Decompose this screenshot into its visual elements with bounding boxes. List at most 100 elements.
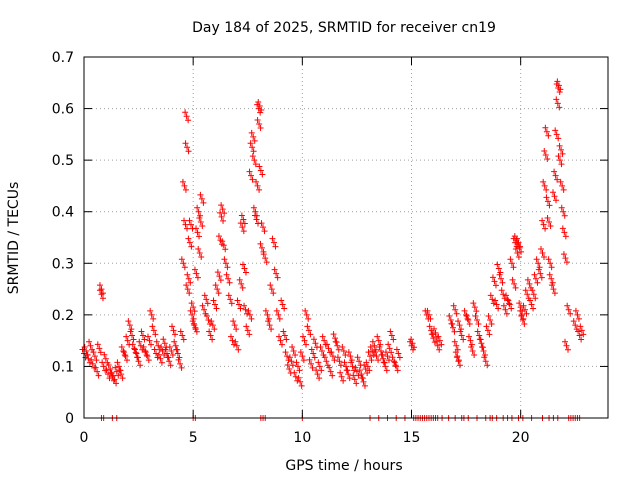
data-point	[544, 198, 551, 205]
data-point	[498, 287, 505, 294]
data-point	[366, 367, 373, 374]
data-point	[365, 349, 372, 356]
data-point	[190, 320, 197, 327]
data-point	[126, 322, 133, 329]
data-point	[502, 306, 509, 313]
data-point	[184, 286, 191, 293]
data-point	[555, 82, 562, 89]
data-point	[256, 186, 263, 193]
data-point	[186, 217, 193, 224]
data-point	[153, 350, 160, 357]
data-point	[384, 353, 391, 360]
data-point	[184, 144, 191, 151]
data-point	[159, 347, 166, 354]
data-point	[506, 300, 513, 307]
data-point	[103, 367, 110, 374]
data-point	[465, 317, 472, 324]
data-point	[556, 104, 563, 111]
data-point	[238, 280, 245, 287]
data-point	[241, 302, 248, 309]
data-point	[545, 256, 552, 263]
data-point	[297, 349, 304, 356]
data-point	[268, 326, 275, 333]
data-point	[360, 378, 367, 385]
data-point	[279, 341, 285, 348]
data-point	[460, 336, 467, 343]
data-point	[114, 359, 121, 366]
data-point	[227, 296, 234, 303]
data-point	[305, 327, 312, 334]
data-point	[343, 363, 349, 370]
y-tick-label: 0.5	[52, 153, 74, 169]
data-point	[468, 343, 475, 350]
data-point	[125, 318, 132, 325]
data-point	[456, 362, 463, 369]
data-point	[86, 338, 93, 345]
data-point	[507, 256, 514, 263]
data-point	[150, 315, 157, 322]
data-point	[140, 343, 147, 350]
data-point	[563, 259, 570, 266]
data-point	[144, 353, 151, 360]
data-point	[179, 178, 186, 185]
data-point	[531, 271, 538, 278]
data-point	[113, 380, 120, 387]
data-point	[263, 259, 270, 266]
data-point	[580, 331, 587, 338]
data-point	[528, 301, 535, 308]
data-point	[279, 301, 286, 308]
data-point	[552, 172, 559, 179]
data-point	[256, 163, 263, 170]
data-point	[305, 315, 312, 322]
data-point	[172, 342, 179, 349]
data-point	[255, 98, 262, 105]
data-point	[242, 306, 249, 313]
data-point	[172, 331, 179, 338]
data-point	[349, 363, 356, 370]
data-point	[185, 148, 192, 155]
data-point	[352, 364, 359, 371]
data-point	[553, 96, 560, 103]
data-point	[238, 212, 245, 219]
data-point	[548, 264, 555, 271]
data-point	[212, 282, 219, 289]
data-point	[499, 279, 506, 286]
data-point	[206, 321, 213, 328]
data-point	[277, 337, 284, 344]
data-point	[276, 333, 282, 340]
data-point	[177, 328, 184, 335]
data-point	[485, 313, 492, 320]
data-point	[248, 129, 255, 136]
data-point	[99, 295, 106, 302]
data-point	[220, 242, 227, 249]
data-point	[508, 305, 515, 312]
data-point	[186, 290, 193, 297]
data-point	[248, 315, 255, 322]
data-point	[541, 147, 548, 154]
data-point	[264, 311, 271, 318]
data-point	[500, 302, 507, 309]
data-point	[219, 206, 226, 213]
data-point	[433, 338, 440, 345]
data-point	[506, 301, 513, 308]
data-point	[185, 275, 192, 282]
data-point	[251, 157, 258, 164]
data-point	[563, 342, 570, 349]
data-point	[340, 347, 347, 354]
data-point	[225, 275, 232, 282]
data-point	[105, 362, 112, 369]
data-point	[181, 217, 188, 224]
data-point	[562, 233, 569, 240]
data-point	[196, 249, 203, 256]
data-point	[474, 328, 481, 335]
data-point	[515, 253, 522, 260]
data-point	[153, 338, 160, 345]
data-point	[296, 367, 303, 374]
data-point	[393, 363, 400, 370]
data-point	[336, 358, 343, 365]
data-point	[558, 161, 565, 168]
data-point	[385, 357, 392, 364]
data-point	[375, 357, 382, 364]
data-point	[496, 271, 503, 278]
data-point	[158, 359, 165, 366]
